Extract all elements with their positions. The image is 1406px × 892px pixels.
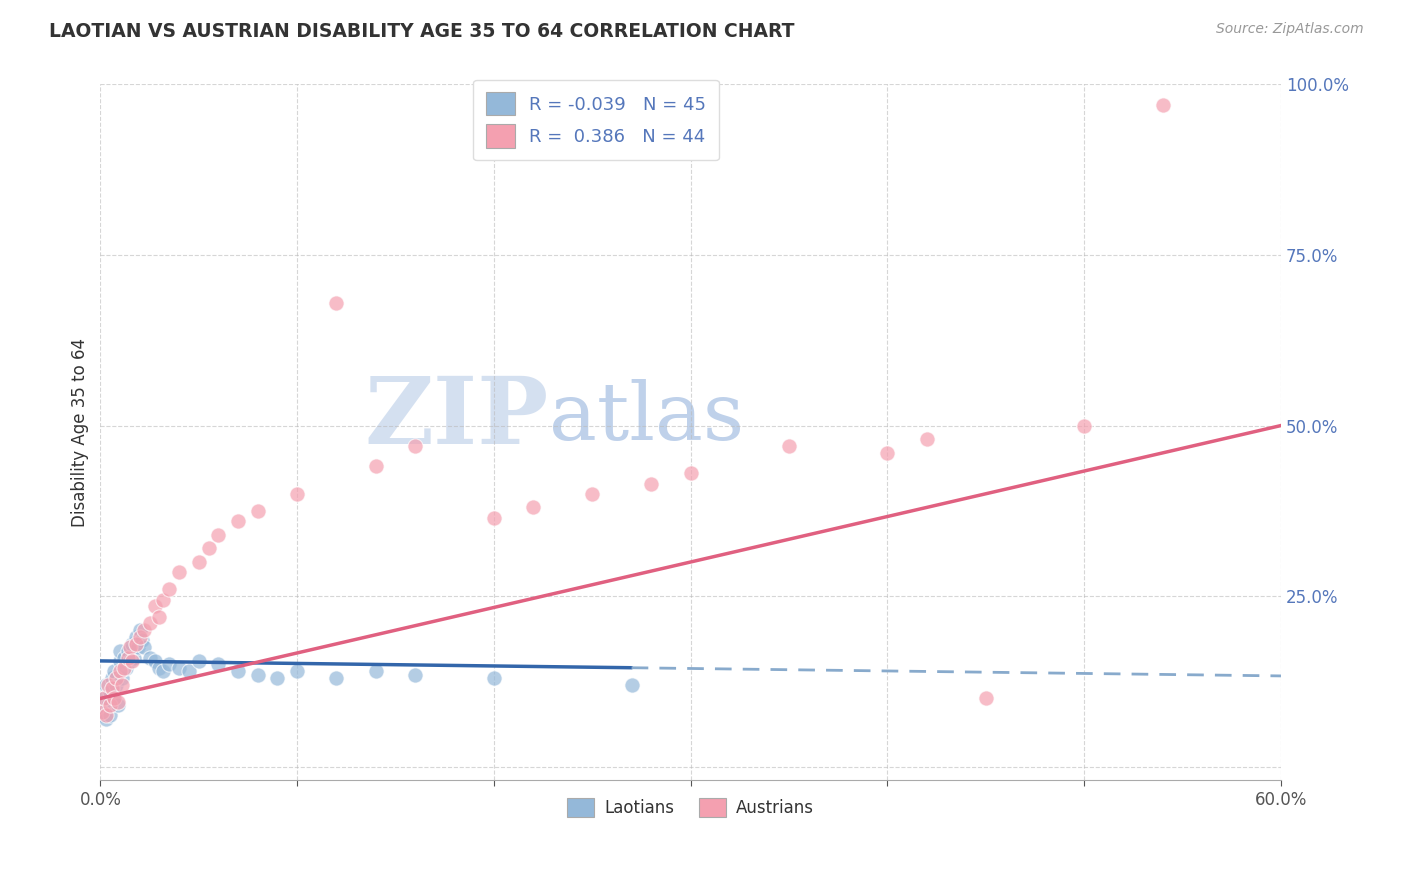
Point [246, 667, 269, 681]
Point [96, 678, 118, 692]
Point [207, 657, 229, 672]
Point [103, 691, 125, 706]
Point [246, 504, 269, 518]
Point [128, 630, 150, 644]
Point [640, 476, 662, 491]
Point [96, 708, 118, 723]
Point [285, 487, 308, 501]
Point [876, 446, 898, 460]
Point [98, 698, 121, 713]
Point [112, 650, 135, 665]
Point [187, 654, 209, 668]
Point [167, 566, 190, 580]
Point [128, 624, 150, 638]
Point [364, 459, 387, 474]
Point [107, 695, 129, 709]
Point [325, 295, 347, 310]
Text: LAOTIAN VS AUSTRIAN DISABILITY AGE 35 TO 64 CORRELATION CHART: LAOTIAN VS AUSTRIAN DISABILITY AGE 35 TO… [49, 22, 794, 41]
Point [266, 671, 288, 685]
Point [125, 637, 148, 651]
Point [91, 705, 114, 719]
Point [157, 582, 180, 597]
Point [117, 643, 139, 657]
Point [111, 671, 134, 685]
Point [148, 609, 170, 624]
Point [974, 691, 997, 706]
Point [167, 661, 190, 675]
Point [93, 705, 115, 719]
Point [177, 664, 200, 678]
Point [152, 592, 174, 607]
Point [364, 664, 387, 678]
Point [778, 439, 800, 453]
Point [152, 664, 174, 678]
Point [522, 500, 544, 515]
Legend: Laotians, Austrians: Laotians, Austrians [561, 791, 821, 824]
Point [145, 599, 167, 614]
Point [148, 661, 170, 675]
Point [107, 698, 129, 713]
Point [111, 678, 134, 692]
Point [121, 654, 143, 668]
Text: atlas: atlas [548, 379, 744, 458]
Point [98, 708, 121, 723]
Point [482, 671, 505, 685]
Point [98, 684, 121, 698]
Point [97, 698, 120, 713]
Point [138, 616, 160, 631]
Point [118, 640, 141, 655]
Point [157, 657, 180, 672]
Point [108, 664, 131, 678]
Point [404, 667, 426, 681]
Point [97, 678, 120, 692]
Point [112, 661, 135, 675]
Point [325, 671, 347, 685]
Point [103, 664, 125, 678]
Point [105, 671, 128, 685]
Point [581, 487, 603, 501]
Point [101, 671, 124, 685]
Point [132, 640, 155, 655]
Point [93, 691, 115, 706]
Point [115, 661, 138, 675]
Point [620, 678, 643, 692]
Point [915, 432, 938, 446]
Point [131, 633, 153, 648]
Point [117, 650, 139, 665]
Point [108, 654, 131, 668]
Point [105, 678, 128, 692]
Point [1152, 98, 1174, 112]
Text: Source: ZipAtlas.com: Source: ZipAtlas.com [1216, 22, 1364, 37]
Point [108, 643, 131, 657]
Point [125, 630, 148, 644]
Point [482, 510, 505, 524]
Point [285, 664, 308, 678]
Y-axis label: Disability Age 35 to 64: Disability Age 35 to 64 [72, 338, 89, 527]
Point [207, 527, 229, 541]
Point [226, 664, 249, 678]
Point [91, 708, 114, 723]
Point [101, 681, 124, 696]
Text: ZIP: ZIP [364, 374, 548, 464]
Point [197, 541, 219, 556]
Point [145, 654, 167, 668]
Point [103, 691, 125, 706]
Point [121, 637, 143, 651]
Point [127, 640, 149, 655]
Point [226, 514, 249, 528]
Point [404, 439, 426, 453]
Point [187, 555, 209, 569]
Point [118, 654, 141, 668]
Point [138, 650, 160, 665]
Point [1073, 418, 1095, 433]
Point [122, 650, 145, 665]
Point [96, 712, 118, 726]
Point [93, 691, 115, 706]
Point [132, 624, 155, 638]
Point [679, 467, 702, 481]
